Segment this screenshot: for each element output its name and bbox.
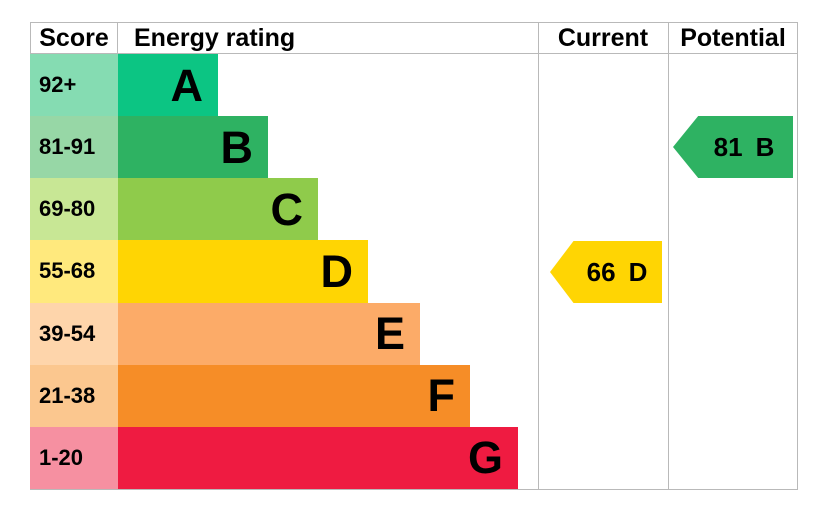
band-b-score-range: 81-91 [30,116,118,179]
current-rating-arrow: 66 D [550,241,662,303]
band-d-bar: D [118,240,368,303]
band-row-c: 69-80 C [30,178,538,241]
header-row: Score Energy rating Current Potential [30,23,797,54]
band-a-score-range: 92+ [30,54,118,117]
band-row-b: 81-91 B [30,116,538,179]
band-row-d: 55-68 D [30,240,538,303]
score-column-header: Score [30,23,118,53]
band-d-score-range: 55-68 [30,240,118,303]
band-f-score-range: 21-38 [30,364,118,427]
band-f-letter: F [427,370,456,422]
band-a-bar: A [118,54,218,117]
band-c-bar: C [118,178,318,241]
current-rating-value: 66 [586,256,616,287]
band-c-letter: C [270,183,304,235]
band-c-score-range: 69-80 [30,178,118,241]
current-rating-band: D [628,256,648,287]
band-row-f: 21-38 F [30,364,538,427]
band-e-score-range: 39-54 [30,302,118,365]
band-d-letter: D [320,245,354,297]
band-e-letter: E [374,308,405,360]
band-b-letter: B [220,121,254,173]
potential-column-separator [668,23,669,489]
band-a-letter: A [170,59,204,111]
potential-rating-arrow: 81 B [673,116,793,178]
band-e-bar: E [118,302,420,365]
potential-rating-band: B [755,131,775,162]
band-g-score-range: 1-20 [30,426,118,489]
potential-rating-value: 81 [713,131,743,162]
energy-rating-column-header: Energy rating [134,23,296,52]
band-g-bar: G [118,426,518,489]
band-row-e: 39-54 E [30,302,538,365]
band-row-g: 1-20 G [30,426,538,489]
rating-bands: 92+ A 81-91 B 69-80 C 55-68 D [30,54,538,489]
potential-column-header: Potential [680,23,786,52]
current-column-header: Current [557,23,649,52]
band-row-a: 92+ A [30,54,538,117]
epc-table-frame: Score Energy rating Current Potential 92… [30,22,798,490]
band-g-letter: G [467,432,503,484]
current-column-separator [538,23,539,489]
band-f-bar: F [118,364,470,427]
band-b-bar: B [118,116,268,179]
